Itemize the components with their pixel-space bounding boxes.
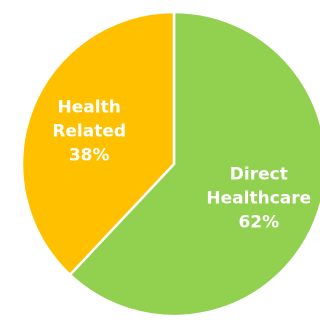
slice-value-label: 38% — [69, 145, 110, 165]
slices-layer — [20, 10, 320, 318]
slice-value-label: 62% — [238, 213, 279, 233]
slice-category-label: Healthcare — [206, 189, 311, 209]
pie-slice-label-1: Health Related 38% — [52, 97, 126, 165]
pie-slice-1 — [20, 10, 176, 277]
pie-slice-0 — [68, 10, 320, 318]
slice-category-label: Related — [52, 121, 126, 141]
labels-layer: Direct Healthcare 62% Health Related 38% — [52, 97, 311, 232]
slice-category-label: Direct — [230, 165, 288, 185]
slice-category-label: Health — [58, 97, 121, 117]
pie-slice-label-0: Direct Healthcare 62% — [206, 165, 311, 233]
